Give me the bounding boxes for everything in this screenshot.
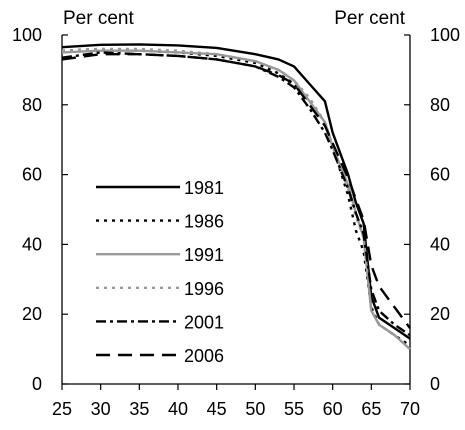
x-tick-label: 25	[52, 399, 72, 419]
y-tick-label-right: 0	[430, 374, 440, 394]
y-tick-label-left: 40	[22, 234, 42, 254]
x-tick-label: 55	[284, 399, 304, 419]
y-tick-label-right: 20	[430, 304, 450, 324]
y-tick-label-right: 40	[430, 234, 450, 254]
y-tick-label-right: 100	[430, 25, 460, 45]
left-unit-label: Per cent	[63, 8, 134, 29]
legend-label-1996: 1996	[184, 279, 224, 299]
legend-label-2001: 2001	[184, 312, 224, 332]
y-tick-label-left: 80	[22, 95, 42, 115]
series-layer	[61, 43, 411, 350]
series-line-1996	[61, 47, 411, 350]
y-tick-label-left: 0	[32, 374, 42, 394]
y-tick-label-right: 60	[430, 165, 450, 185]
x-tick-label: 30	[91, 399, 111, 419]
y-tick-label-left: 20	[22, 304, 42, 324]
y-tick-label-left: 60	[22, 165, 42, 185]
axes: 0 0 20 20 40 40 60 60 80 80 100 100 25 30 35 40 45 50 55 60…	[12, 25, 460, 419]
x-tick-label: 70	[400, 399, 420, 419]
series-line-1986	[61, 47, 411, 347]
x-tick-label: 35	[129, 399, 149, 419]
x-tick-label: 50	[245, 399, 265, 419]
y-tick-label-left: 100	[12, 25, 42, 45]
x-tick-label: 60	[323, 399, 343, 419]
series-line-1991	[61, 49, 411, 350]
legend-label-1991: 1991	[184, 245, 224, 265]
legend-label-1986: 1986	[184, 212, 224, 232]
y-tick-label-right: 80	[430, 95, 450, 115]
x-tick-label: 45	[207, 399, 227, 419]
series-line-2006	[61, 52, 411, 329]
legend-label-1981: 1981	[184, 178, 224, 198]
legend-label-2006: 2006	[184, 346, 224, 366]
legend: 1981 1986 1991 1996 2001 2006	[96, 178, 224, 366]
series-line-2001	[61, 51, 411, 337]
x-tick-label: 40	[168, 399, 188, 419]
series-line-1981	[61, 43, 411, 340]
x-tick-label: 65	[361, 399, 381, 419]
right-unit-label: Per cent	[334, 8, 405, 29]
